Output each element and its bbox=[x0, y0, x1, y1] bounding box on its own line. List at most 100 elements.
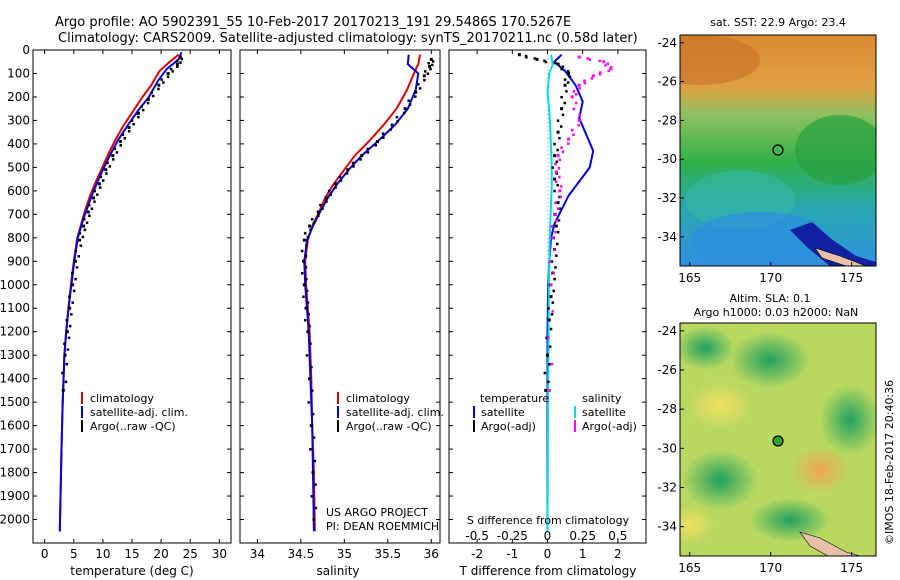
sst-argo-marker bbox=[772, 144, 784, 156]
depth-tick-label: 100 bbox=[7, 66, 30, 80]
argo-point bbox=[556, 207, 560, 210]
argo-point bbox=[408, 103, 412, 107]
argo-point bbox=[428, 64, 432, 68]
legend-header-temperature: temperature bbox=[480, 392, 549, 405]
argo-point bbox=[108, 165, 112, 168]
argo-point bbox=[598, 73, 602, 76]
argo-point bbox=[556, 201, 560, 205]
argo-point bbox=[533, 57, 537, 60]
argo-point bbox=[566, 70, 570, 73]
argo-point bbox=[554, 201, 557, 205]
argo-point bbox=[317, 214, 320, 218]
argo-point bbox=[310, 495, 313, 498]
argo-point bbox=[74, 277, 77, 281]
argo-point bbox=[316, 210, 320, 214]
series-line-salinity-satellite bbox=[546, 54, 554, 532]
argo-point bbox=[67, 336, 71, 340]
argo-point bbox=[309, 448, 312, 451]
argo-point bbox=[429, 67, 432, 71]
depth-axis-ticks: 0 100 200 300 400 500 600 700 800 900 1000 1100 1200… bbox=[0, 43, 30, 527]
sst-map: sat. SST: 22.9 Argo: 23.4 -24 -26 -28 -30 -3… bbox=[657, 16, 877, 285]
depth-tick-label: 1400 bbox=[0, 372, 30, 386]
argo-point bbox=[550, 313, 554, 316]
depth-tick-label: 700 bbox=[7, 207, 30, 221]
argo-point bbox=[166, 71, 170, 75]
argo-point bbox=[554, 162, 557, 166]
depth-tick-label: 1900 bbox=[0, 489, 30, 503]
argo-point bbox=[577, 118, 581, 122]
argo-point bbox=[132, 122, 135, 126]
lat-tick-label: -30 bbox=[657, 152, 677, 166]
argo-point bbox=[572, 107, 576, 111]
project-label: US ARGO PROJECT bbox=[326, 506, 428, 519]
argo-point bbox=[561, 65, 565, 68]
x-tick-label: 35.5 bbox=[374, 547, 401, 561]
lon-tick-label: 175 bbox=[840, 561, 863, 575]
argo-point bbox=[104, 168, 108, 172]
argo-point bbox=[319, 203, 322, 207]
temperature-panel: 0100200300400500600700800900100011001200… bbox=[0, 43, 232, 578]
argo-point bbox=[169, 67, 173, 71]
argo-point bbox=[309, 342, 312, 345]
argo-point bbox=[560, 146, 563, 149]
argo-point bbox=[311, 412, 315, 416]
argo-point bbox=[402, 111, 406, 115]
argo-point bbox=[137, 115, 140, 119]
sst-lat-ticks: -24 -26 -28 -30 -32 -34 bbox=[657, 36, 684, 244]
argo-point bbox=[98, 186, 102, 189]
legend-label-climatology: climatology bbox=[90, 392, 154, 405]
argo-point bbox=[566, 142, 570, 145]
argo-point bbox=[118, 140, 122, 144]
series-line-satellite-adj-clim- bbox=[303, 54, 420, 532]
argo-point bbox=[119, 144, 122, 147]
argo-point bbox=[140, 105, 143, 108]
argo-point bbox=[560, 107, 564, 111]
x-tick-label: 10 bbox=[95, 547, 110, 561]
header-line1: Argo profile: AO 5902391_55 10-Feb-2017 … bbox=[55, 15, 571, 30]
lat-tick-label: -30 bbox=[657, 441, 677, 455]
argo-point bbox=[556, 119, 560, 122]
argo-point bbox=[85, 221, 89, 225]
argo-point bbox=[549, 283, 553, 287]
argo-point bbox=[74, 249, 78, 253]
argo-point bbox=[574, 101, 578, 105]
argo-point bbox=[598, 59, 602, 63]
x-tick-label: 34 bbox=[250, 547, 265, 561]
argo-point bbox=[547, 318, 551, 322]
argo-point bbox=[414, 95, 417, 98]
argo-point bbox=[105, 172, 108, 175]
argo-point bbox=[609, 67, 613, 71]
argo-point bbox=[301, 259, 305, 263]
x-tick-label: 30 bbox=[212, 547, 227, 561]
header-line2: Climatology: CARS2009. Satellite-adjuste… bbox=[58, 31, 638, 46]
argo-point bbox=[558, 207, 562, 210]
argo-point bbox=[71, 301, 74, 304]
series-line-temperature-satellite bbox=[546, 53, 595, 532]
argo-point bbox=[553, 277, 556, 281]
argo-point bbox=[305, 277, 308, 281]
depth-tick-label: 2000 bbox=[0, 513, 30, 527]
argo-point bbox=[570, 95, 574, 99]
argo-point bbox=[381, 132, 385, 135]
argo-point bbox=[324, 196, 328, 200]
argo-point bbox=[305, 244, 308, 247]
sla-map-title-line2: Argo h1000: 0.03 h2000: NaN bbox=[694, 306, 859, 319]
argo-point bbox=[87, 203, 91, 207]
lon-tick-label: 165 bbox=[678, 271, 701, 285]
argo-point bbox=[558, 175, 561, 179]
argo-point bbox=[577, 124, 581, 127]
argo-point bbox=[304, 255, 308, 258]
argo-point bbox=[307, 313, 311, 316]
argo-point bbox=[308, 224, 312, 228]
argo-point bbox=[146, 97, 150, 101]
argo-point bbox=[559, 195, 562, 199]
argo-point bbox=[63, 353, 67, 357]
argo-point bbox=[307, 401, 310, 404]
argo-point bbox=[426, 72, 430, 75]
argo-point bbox=[101, 179, 105, 182]
argo-point bbox=[329, 193, 332, 196]
argo-point bbox=[150, 91, 154, 94]
argo-point bbox=[565, 90, 568, 93]
difference-panel: -2 -1 0 1 2 -0.5 -0.25 0 0.25 0.5 S difference f… bbox=[448, 49, 647, 578]
argo-point bbox=[65, 330, 69, 334]
